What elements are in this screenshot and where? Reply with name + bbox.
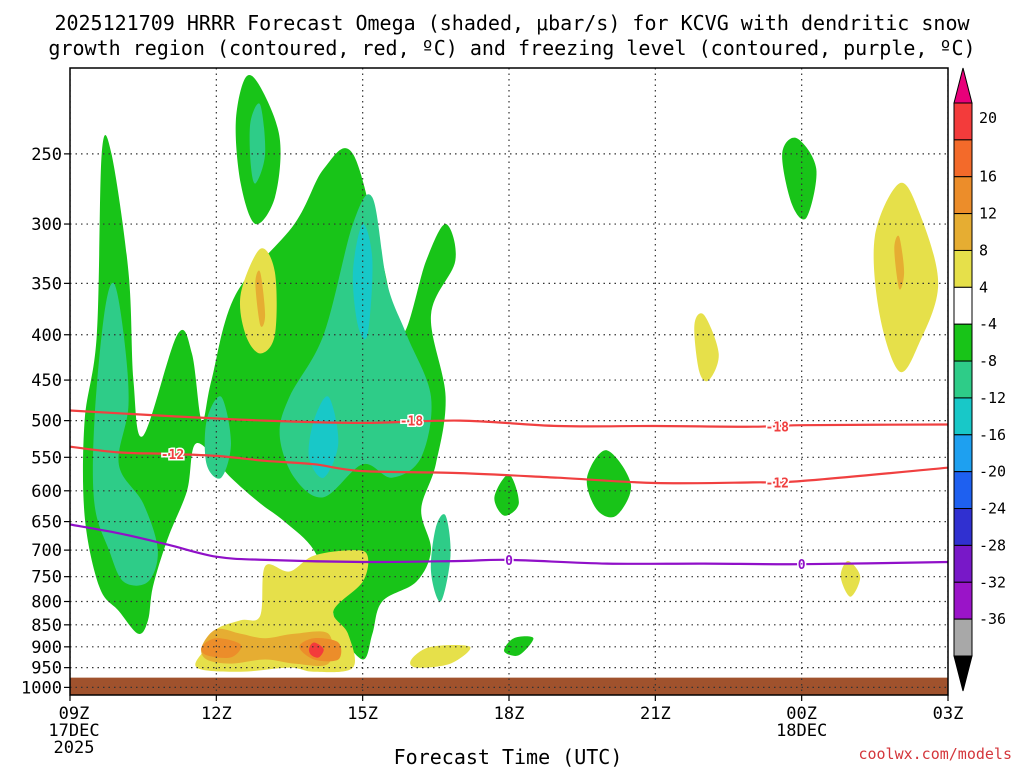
- freezing-level-0-line: [70, 523, 948, 566]
- x-tick-label-2025: 2025: [54, 738, 95, 758]
- plot-area: -18 -18 -12 -12 0 0: [70, 68, 948, 695]
- y-tick-label-300: 300: [31, 215, 62, 235]
- y-tick-label-750: 750: [31, 568, 62, 588]
- x-tick-label-09Z: 09Z: [59, 704, 90, 724]
- colorbar-label-20: 20: [979, 109, 997, 127]
- colorbar-swatch-4: [953, 249, 973, 288]
- isotherm-minus-12-label: -12: [161, 448, 184, 463]
- colorbar-swatch-14: [953, 618, 973, 657]
- colorbar-top-arrow: [953, 67, 973, 104]
- colorbar-swatch-2: [953, 176, 973, 215]
- omega-neg-left-inner: [92, 282, 158, 586]
- omega-neg-16z-column: [430, 514, 451, 602]
- x-tick-label-15Z: 15Z: [347, 704, 378, 724]
- contour-layer: -18 -18 -12 -12 0 0: [70, 409, 948, 575]
- colorbar-swatch-7: [953, 360, 973, 399]
- colorbar-swatch-9: [953, 434, 973, 473]
- colorbar-swatch-11: [953, 508, 973, 546]
- omega-neg-top-13z-inner: [249, 103, 266, 184]
- y-tick-label-600: 600: [31, 482, 62, 502]
- y-tick-label-850: 850: [31, 616, 62, 636]
- omega-pos-02z-core: [894, 235, 905, 290]
- omega-neg-00z: [782, 137, 817, 220]
- omega-pos-13z-upper-core: [255, 270, 266, 327]
- colorbar-swatch-5: [953, 286, 973, 325]
- colorbar-label--28: -28: [979, 536, 1006, 554]
- omega-pos-low-inner: [201, 628, 333, 666]
- omega-neg-col-12z: [204, 396, 231, 479]
- colorbar-swatch-8: [953, 397, 973, 436]
- omega-neg-18z: [494, 474, 519, 516]
- y-tick-label-400: 400: [31, 326, 62, 346]
- colorbar-label-16: 16: [979, 168, 997, 186]
- omega-pos-22z: [694, 313, 719, 382]
- x-tick-label-18Z: 18Z: [494, 704, 525, 724]
- y-tick-label-900: 900: [31, 638, 62, 658]
- omega-pos-01z: [840, 561, 861, 597]
- colorbar-swatch-1: [953, 139, 973, 178]
- colorbar-swatch-10: [953, 471, 973, 510]
- isotherm-minus-18-line: [70, 409, 948, 428]
- omega-neg-mid-core: [308, 396, 339, 478]
- colorbar-swatch-6: [953, 323, 973, 362]
- ground-surface: [70, 677, 948, 695]
- isotherm-minus-18-label: -18: [766, 421, 790, 436]
- y-tick-label-650: 650: [31, 513, 62, 533]
- colorbar-swatch-13: [953, 581, 973, 620]
- isotherm-minus-12-line: [70, 445, 948, 485]
- colorbar-bottom-arrow: [953, 655, 973, 692]
- freezing-level-0-label: 0: [505, 554, 513, 569]
- omega-pos-core-12z: [201, 638, 242, 659]
- colorbar-label--20: -20: [979, 463, 1006, 481]
- omega-neg-18z-low: [504, 636, 534, 656]
- colorbar-label--4: -4: [979, 315, 997, 333]
- colorbar-label--8: -8: [979, 352, 997, 370]
- chart-title-line-2: growth region (contoured, red, ºC) and f…: [48, 36, 975, 60]
- omega-neg-upper-core: [352, 223, 373, 340]
- chart-title-line-1: 2025121709 HRRR Forecast Omega (shaded, …: [54, 11, 970, 35]
- colorbar-label--36: -36: [979, 610, 1006, 628]
- x-tick-label-18DEC: 18DEC: [776, 721, 827, 741]
- x-tick-label-03Z: 03Z: [933, 704, 964, 724]
- x-tick-label-17DEC: 17DEC: [48, 721, 99, 741]
- y-tick-label-1000: 1000: [21, 678, 62, 698]
- freezing-level-0-label: 0: [798, 558, 806, 573]
- isotherm-minus-12-label: -12: [766, 476, 789, 491]
- colorbar-swatch-3: [953, 213, 973, 251]
- colorbar-swatch-12: [953, 544, 973, 583]
- colorbar-label--16: -16: [979, 426, 1006, 444]
- colorbar-label--24: -24: [979, 500, 1006, 518]
- y-tick-label-950: 950: [31, 659, 62, 679]
- omega-pos-17z: [410, 644, 471, 668]
- colorbar-label--12: -12: [979, 389, 1006, 407]
- y-tick-label-250: 250: [31, 145, 62, 165]
- colorbar-label--32: -32: [979, 573, 1006, 591]
- colorbar-label-8: 8: [979, 241, 988, 259]
- colorbar-label-12: 12: [979, 205, 997, 223]
- y-tick-label-350: 350: [31, 274, 62, 294]
- y-tick-label-450: 450: [31, 371, 62, 391]
- y-tick-label-700: 700: [31, 541, 62, 561]
- isotherm-minus-18-label: -18: [400, 415, 424, 430]
- site-credit: coolwx.com/models: [858, 745, 1012, 763]
- x-axis-title: Forecast Time (UTC): [394, 745, 623, 768]
- grid-lines: [70, 68, 948, 695]
- colorbar-swatch-0: [953, 102, 973, 141]
- y-axis: 2503003504004505005506006507007508008509…: [21, 145, 70, 698]
- colorbar: 20 16 12 8 4 -4 -8 -12 -16 -20 -24 -28 -32 -36: [953, 67, 1006, 692]
- y-tick-label-800: 800: [31, 593, 62, 613]
- omega-neg-20z: [586, 450, 632, 518]
- omega-pos-02z: [873, 182, 939, 373]
- x-tick-label-00Z: 00Z: [786, 704, 817, 724]
- x-tick-label-12Z: 12Z: [201, 704, 232, 724]
- colorbar-label-4: 4: [979, 278, 988, 296]
- x-tick-label-21Z: 21Z: [640, 704, 671, 724]
- y-tick-label-550: 550: [31, 448, 62, 468]
- y-tick-label-500: 500: [31, 412, 62, 432]
